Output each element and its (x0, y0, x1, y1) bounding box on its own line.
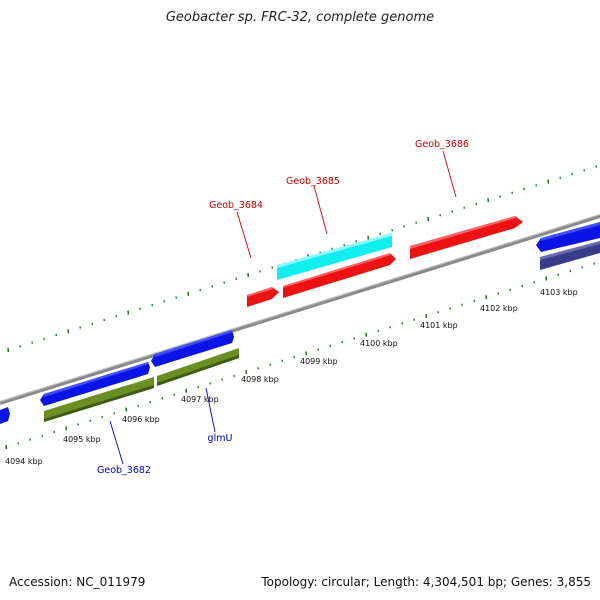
tick-label-4096: 4096 kbp (122, 415, 160, 424)
tick-label-4102: 4102 kbp (480, 304, 518, 313)
tick-label-4100: 4100 kbp (360, 339, 398, 348)
upper-tick-track (7, 165, 598, 353)
gene-label-geob-3684: Geob_3684 (209, 200, 263, 211)
tick-label-4095: 4095 kbp (63, 435, 101, 444)
gene-red-geob-3686[interactable] (410, 216, 523, 259)
tick-label-4103: 4103 kbp (540, 288, 578, 297)
gene-label-geob-3682: Geob_3682 (97, 465, 151, 476)
map-title: Geobacter sp. FRC-32, complete genome (165, 10, 435, 25)
gene-red-small[interactable] (247, 287, 279, 307)
gene-green-glmu[interactable] (157, 348, 239, 386)
gene-label-glmu: glmU (208, 433, 233, 444)
gene-navy-right[interactable] (540, 241, 600, 270)
gene-label-leaders (109, 150, 457, 465)
gene-blue-2[interactable] (151, 330, 234, 367)
gene-label-geob-3686: Geob_3686 (415, 139, 469, 150)
gene-red-geob-3684[interactable] (283, 253, 396, 298)
accession-text: Accession: NC_011979 (9, 575, 146, 589)
tick-label-4097: 4097 kbp (181, 395, 219, 404)
gene-green-geob-3682[interactable] (44, 377, 154, 422)
tick-labels: 4094 kbp 4095 kbp 4096 kbp 4097 kbp 4098… (5, 288, 578, 466)
gene-cyan-geob-3685[interactable] (277, 233, 392, 280)
gene-blue-1[interactable] (40, 362, 150, 406)
gene-label-geob-3685: Geob_3685 (286, 176, 340, 187)
tick-label-4094: 4094 kbp (5, 457, 43, 466)
genome-summary-text: Topology: circular; Length: 4,304,501 bp… (261, 575, 591, 589)
lower-tick-track (5, 262, 596, 450)
tick-label-4098: 4098 kbp (241, 375, 279, 384)
genome-backbone (0, 214, 600, 405)
gene-blue-right[interactable] (536, 222, 600, 252)
gene-blue-left-edge[interactable] (0, 407, 10, 424)
tick-label-4101: 4101 kbp (420, 321, 458, 330)
tick-label-4099: 4099 kbp (300, 357, 338, 366)
